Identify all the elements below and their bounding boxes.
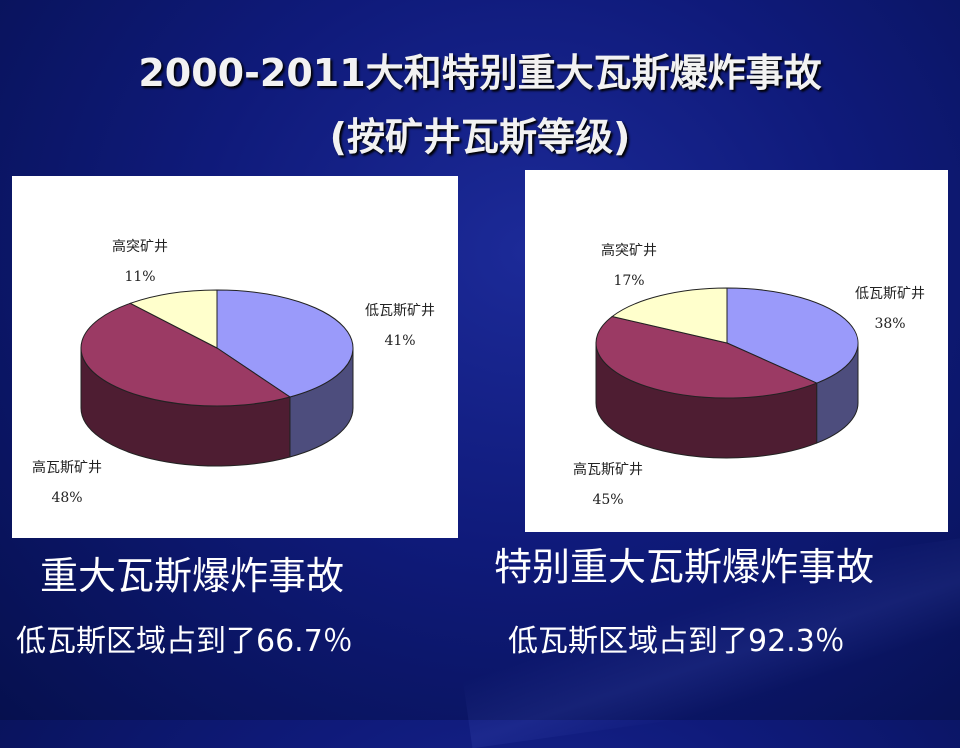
slice-value-label-1: 45% <box>592 492 623 508</box>
pie-slice-0 <box>726 287 859 384</box>
slice-value-label-1: 48% <box>51 490 82 506</box>
slice-value-label-0: 41% <box>384 333 415 349</box>
slide-title-line1: 2000-2011大和特别重大瓦斯爆炸事故 <box>138 51 822 95</box>
slice-name-label-0: 低瓦斯矿井 <box>855 286 925 302</box>
slice-name-label-1: 高瓦斯矿井 <box>573 461 643 478</box>
chart-panel-especially-major: 低瓦斯矿井 38% 高瓦斯矿井 45% 高突矿井 17% <box>525 170 948 532</box>
slice-name-label-2: 高突矿井 <box>112 238 168 255</box>
pie-chart-major: 低瓦斯矿井 41% 高瓦斯矿井 48% 高突矿井 11% <box>32 238 435 506</box>
caption-major-heading: 重大瓦斯爆炸事故 <box>40 554 345 598</box>
pie-chart-especially-major: 低瓦斯矿井 38% 高瓦斯矿井 45% 高突矿井 17% <box>573 242 925 508</box>
pie-slice-2 <box>129 289 218 349</box>
slice-name-label-0: 低瓦斯矿井 <box>365 303 435 319</box>
caption-especially-major-heading: 特别重大瓦斯爆炸事故 <box>494 545 875 589</box>
pie-slice-1 <box>595 315 818 399</box>
slide-title-line2: (按矿井瓦斯等级) <box>329 115 631 159</box>
slice-value-label-2: 11% <box>124 269 155 285</box>
pie-slice-0 <box>216 289 354 398</box>
pie-slice-2 <box>611 287 728 344</box>
pie-slice-1 <box>80 302 292 407</box>
slice-value-label-2: 17% <box>613 273 644 289</box>
slice-name-label-1: 高瓦斯矿井 <box>32 459 102 476</box>
caption-especially-major-note: 低瓦斯区域占到了92.3％ <box>508 624 845 659</box>
slice-value-label-0: 38% <box>874 316 905 332</box>
chart-panel-major: 低瓦斯矿井 41% 高瓦斯矿井 48% 高突矿井 11% <box>12 176 458 538</box>
caption-major-note: 低瓦斯区域占到了66.7％ <box>16 624 353 659</box>
slice-name-label-2: 高突矿井 <box>601 242 657 259</box>
